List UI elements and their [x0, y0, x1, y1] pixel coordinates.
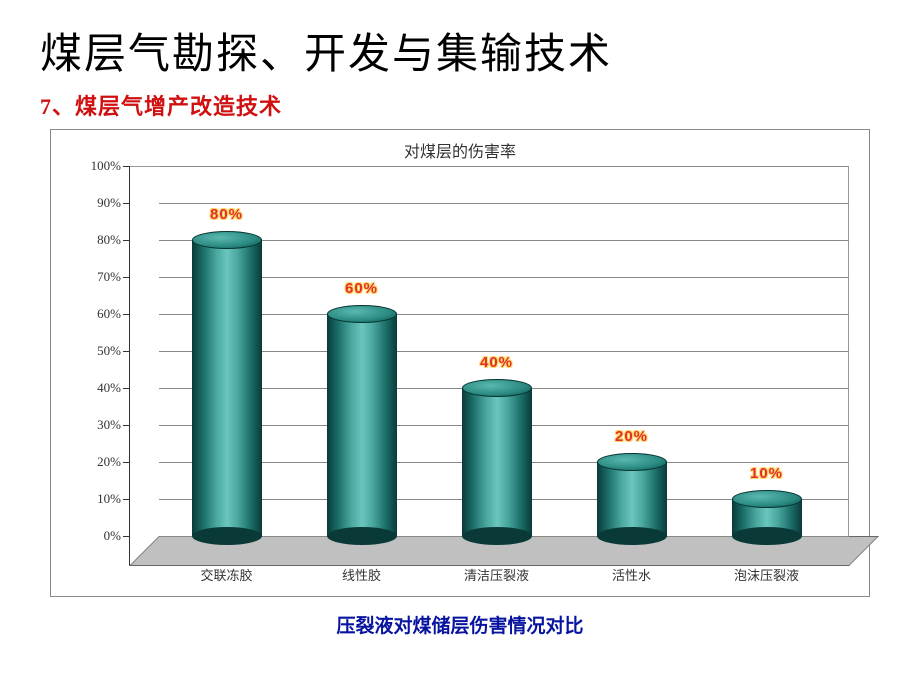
page-title: 煤层气勘探、开发与集输技术 — [40, 20, 880, 81]
bar-cylinder: 80%交联冻胶 — [192, 240, 262, 536]
section-heading: 7、煤层气增产改造技术 — [40, 89, 880, 121]
ytick-mark — [123, 166, 129, 167]
chart-title: 对煤层的伤害率 — [51, 130, 869, 166]
xtick-label: 活性水 — [612, 565, 651, 584]
chart-caption: 压裂液对煤储层伤害情况对比 — [40, 611, 880, 638]
xtick-label: 交联冻胶 — [200, 565, 252, 584]
ytick-label: 0% — [71, 528, 121, 544]
bar-cylinder: 20%活性水 — [597, 462, 667, 536]
xtick-label: 泡沫压裂液 — [734, 565, 799, 584]
ytick-mark — [123, 462, 129, 463]
bar-bottom-ellipse — [732, 527, 802, 545]
value-label: 10% — [750, 465, 783, 482]
value-label: 60% — [345, 280, 378, 297]
bar-top-ellipse — [597, 453, 667, 471]
bar-body: 40%清洁压裂液 — [462, 388, 532, 536]
bar-top-ellipse — [192, 231, 262, 249]
bars-area: 80%交联冻胶 60%线性胶 40%清洁压裂液 20%活性水 10%泡沫压裂液 — [159, 166, 834, 536]
xtick-label: 清洁压裂液 — [464, 565, 529, 584]
xtick-label: 线性胶 — [342, 565, 381, 584]
bar-body: 80%交联冻胶 — [192, 240, 262, 536]
chart-container: 对煤层的伤害率 0% 10% 20% 30% 40% 50% 60% 70% 80% 90% 100… — [50, 129, 870, 597]
bar-bottom-ellipse — [327, 527, 397, 545]
value-label: 80% — [210, 206, 243, 223]
ytick-label: 60% — [71, 306, 121, 322]
bar-top-ellipse — [327, 305, 397, 323]
ytick-mark — [123, 203, 129, 204]
bar-bottom-ellipse — [192, 527, 262, 545]
slide: 煤层气勘探、开发与集输技术 7、煤层气增产改造技术 对煤层的伤害率 0% 10% 2… — [0, 0, 920, 690]
ytick-mark — [123, 425, 129, 426]
bar-cylinder: 60%线性胶 — [327, 314, 397, 536]
ytick-label: 70% — [71, 269, 121, 285]
bar-top-ellipse — [732, 490, 802, 508]
ytick-label: 10% — [71, 491, 121, 507]
value-label: 40% — [480, 354, 513, 371]
y-axis — [129, 166, 130, 566]
ytick-mark — [123, 536, 129, 537]
value-label: 20% — [615, 428, 648, 445]
bar-bottom-ellipse — [462, 527, 532, 545]
chart-body: 0%10%20%30%40%50%60%70%80%90%100% 80%交联冻… — [71, 166, 849, 586]
ytick-mark — [123, 351, 129, 352]
bar-body: 20%活性水 — [597, 462, 667, 536]
ytick-label: 40% — [71, 380, 121, 396]
bar-bottom-ellipse — [597, 527, 667, 545]
ytick-label: 90% — [71, 195, 121, 211]
ytick-mark — [123, 277, 129, 278]
bar-body: 10%泡沫压裂液 — [732, 499, 802, 536]
ytick-mark — [123, 314, 129, 315]
bar-top-ellipse — [462, 379, 532, 397]
ytick-label: 20% — [71, 454, 121, 470]
ytick-mark — [123, 388, 129, 389]
bar-cylinder: 10%泡沫压裂液 — [732, 499, 802, 536]
ytick-mark — [123, 499, 129, 500]
bar-body: 60%线性胶 — [327, 314, 397, 536]
ytick-mark — [123, 240, 129, 241]
ytick-label: 30% — [71, 417, 121, 433]
ytick-label: 100% — [71, 158, 121, 174]
ytick-label: 80% — [71, 232, 121, 248]
bar-cylinder: 40%清洁压裂液 — [462, 388, 532, 536]
ytick-label: 50% — [71, 343, 121, 359]
